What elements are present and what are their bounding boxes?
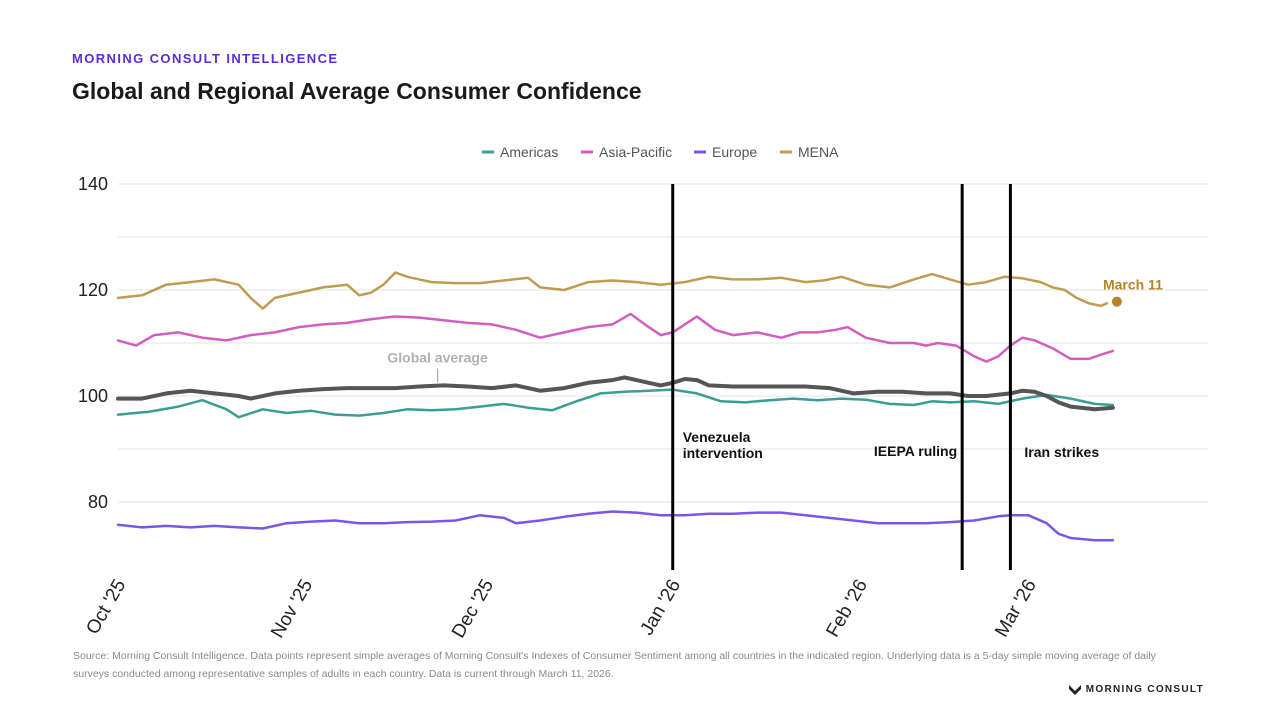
- brand-name: MORNING CONSULT: [1085, 684, 1204, 695]
- global-average-label: Global average: [387, 349, 488, 365]
- x-tick-label: Mar '26: [991, 576, 1041, 640]
- x-tick-label: Feb '26: [822, 576, 872, 640]
- y-tick-label: 80: [88, 492, 108, 512]
- annotation-label-line: intervention: [683, 445, 763, 461]
- y-tick-label: 140: [78, 174, 108, 194]
- source-note: Source: Morning Consult Intelligence. Da…: [73, 650, 1156, 680]
- annotation-label: IEEPA ruling: [874, 443, 957, 459]
- line-chart: 80 100 120 140 Oct '25 Nov '25 Dec '25 Jan '26 F…: [78, 144, 1208, 640]
- legend-label: Americas: [500, 144, 558, 160]
- brand-logo: MORNING CONSULT: [1068, 684, 1204, 695]
- series-line: [116, 375, 1115, 412]
- annotation-label-line: Venezuela: [683, 429, 751, 445]
- brand-mark-icon: [1068, 684, 1081, 695]
- series-line: [116, 271, 1109, 310]
- legend-label: MENA: [798, 144, 839, 160]
- x-tick-label: Nov '25: [267, 576, 317, 640]
- series-line: [116, 388, 1115, 419]
- kicker: MORNING CONSULT INTELLIGENCE: [72, 51, 339, 66]
- legend-label: Europe: [712, 144, 757, 160]
- legend-label: Asia-Pacific: [599, 144, 672, 160]
- x-tick-label: Jan '26: [637, 576, 686, 639]
- x-tick-label: Oct '25: [82, 576, 130, 638]
- x-tick-label: Dec '25: [448, 576, 498, 640]
- annotation-label-line: Iran strikes: [1024, 444, 1099, 460]
- annotation-label-line: IEEPA ruling: [874, 443, 957, 459]
- y-tick-label: 120: [78, 280, 108, 300]
- y-tick-label: 100: [78, 386, 108, 406]
- annotation-label: Venezuela intervention: [683, 429, 763, 461]
- chart-title: Global and Regional Average Consumer Con…: [72, 78, 642, 104]
- series-line: [116, 312, 1115, 363]
- annotation-label: Iran strikes: [1024, 444, 1099, 460]
- end-point-label: March 11: [1103, 277, 1163, 293]
- series-line: [116, 510, 1115, 542]
- end-point-marker: [1111, 296, 1122, 307]
